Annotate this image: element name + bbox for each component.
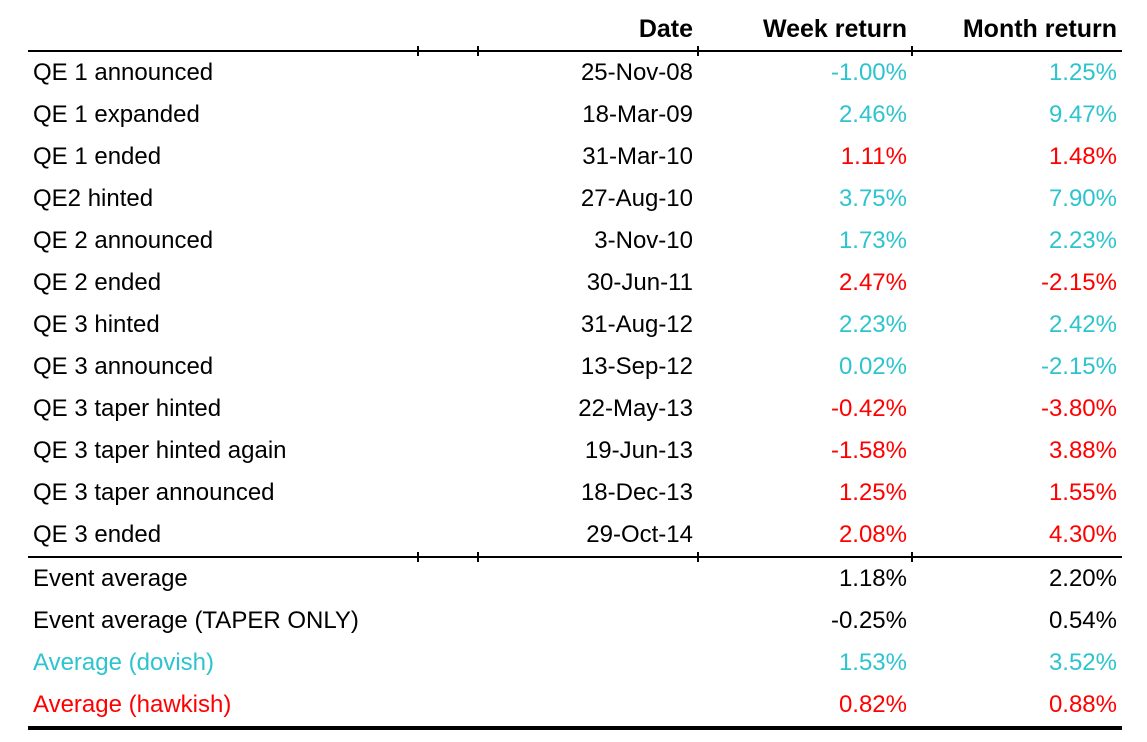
month-return-value: 4.30% [1048,521,1117,548]
week-return-value: 1.25% [838,479,907,506]
table-row: QE 3 ended 29-Oct-14 2.08% 4.30% [28,514,1122,556]
month-return-value: 0.88% [1048,691,1117,718]
column-divider-tick [477,46,479,56]
event-label: QE 3 taper announced [33,479,275,506]
table: Date Week return Month return QE 1 annou… [28,8,1122,730]
month-return-value: -2.15% [1040,353,1117,380]
week-return-value: 3.75% [838,185,907,212]
week-return-value: 2.47% [838,269,907,296]
event-label: Average (hawkish) [33,691,232,718]
event-label: QE 2 ended [33,269,162,296]
event-date: 31-Mar-10 [582,143,693,170]
table-row: QE 3 hinted 31-Aug-12 2.23% 2.42% [28,304,1122,346]
table-row: QE 2 ended 30-Jun-11 2.47% -2.15% [28,262,1122,304]
event-label: QE2 hinted [33,185,154,212]
event-rows: QE 1 announced 25-Nov-08 -1.00% 1.25% QE 1 e… [28,52,1122,556]
month-return-value: 9.47% [1048,101,1117,128]
month-return-value: 2.20% [1048,565,1117,592]
event-date: 27-Aug-10 [580,185,693,212]
summary-row: Average (dovish) 1.53% 3.52% [28,642,1122,684]
column-divider-tick [417,46,419,56]
week-return-value: 2.23% [838,311,907,338]
event-date: 30-Jun-11 [586,269,693,296]
column-header-event [28,8,478,50]
month-return-value: 1.25% [1048,59,1117,86]
week-return-value: 1.11% [840,143,907,170]
column-divider-tick [697,46,699,56]
month-return-value: 3.88% [1048,437,1117,464]
table-row: QE 2 announced 3-Nov-10 1.73% 2.23% [28,220,1122,262]
event-date: 22-May-13 [578,395,693,422]
event-label: QE 1 announced [33,59,214,86]
event-date: 29-Oct-14 [586,521,693,548]
month-return-value: 1.48% [1048,143,1117,170]
month-return-value: 2.23% [1048,227,1117,254]
event-label: Event average (TAPER ONLY) [33,607,359,634]
summary-row: Event average 1.18% 2.20% [28,558,1122,600]
column-divider-tick [477,552,479,562]
month-return-value: -2.15% [1040,269,1117,296]
event-label: QE 3 taper hinted again [33,437,287,464]
event-date: 18-Mar-09 [582,101,693,128]
table-row: QE 1 announced 25-Nov-08 -1.00% 1.25% [28,52,1122,94]
event-date: 13-Sep-12 [580,353,693,380]
week-return-value: 1.53% [838,649,907,676]
week-return-value: 2.46% [838,101,907,128]
table-row: QE 3 taper announced 18-Dec-13 1.25% 1.55% [28,472,1122,514]
event-date: 3-Nov-10 [594,227,693,254]
table-row: QE 3 taper hinted again 19-Jun-13 -1.58% 3.… [28,430,1122,472]
column-header-week-return: Week return [762,15,907,43]
week-return-value: 0.02% [838,353,907,380]
event-label: QE 3 ended [33,521,162,548]
event-date: 31-Aug-12 [580,311,693,338]
week-return-value: 1.18% [838,565,907,592]
event-date [478,558,698,600]
event-date: 25-Nov-08 [580,59,693,86]
summary-row: Average (hawkish) 0.82% 0.88% [28,684,1122,726]
event-date [478,600,698,642]
month-return-value: 7.90% [1048,185,1117,212]
summary-rows: Event average 1.18% 2.20% Event average (TA… [28,556,1122,730]
month-return-value: 0.54% [1048,607,1117,634]
summary-row: Event average (TAPER ONLY) -0.25% 0.54% [28,600,1122,642]
event-date: 18-Dec-13 [580,479,693,506]
column-header-month-return: Month return [962,15,1117,43]
column-divider-tick [417,552,419,562]
table-row: QE 3 announced 13-Sep-12 0.02% -2.15% [28,346,1122,388]
column-divider-tick [697,552,699,562]
week-return-value: -1.58% [830,437,907,464]
event-date [478,684,698,726]
event-date: 19-Jun-13 [584,437,693,464]
week-return-value: -1.00% [830,59,907,86]
event-label: QE 1 ended [33,143,162,170]
column-divider-tick [911,552,913,562]
table-header-row: Date Week return Month return [28,8,1122,52]
month-return-value: 2.42% [1048,311,1117,338]
event-label: QE 3 announced [33,353,214,380]
table-row: QE 1 expanded 18-Mar-09 2.46% 9.47% [28,94,1122,136]
table-row: QE2 hinted 27-Aug-10 3.75% 7.90% [28,178,1122,220]
event-label: QE 3 taper hinted [33,395,222,422]
event-label: QE 1 expanded [33,101,200,128]
week-return-value: 0.82% [838,691,907,718]
event-date [478,642,698,684]
table-row: QE 1 ended 31-Mar-10 1.11% 1.48% [28,136,1122,178]
week-return-value: 2.08% [838,521,907,548]
event-label: QE 3 hinted [33,311,160,338]
week-return-value: -0.25% [830,607,907,634]
month-return-value: 3.52% [1048,649,1117,676]
column-divider-tick [911,46,913,56]
week-return-value: -0.42% [830,395,907,422]
table-row: QE 3 taper hinted 22-May-13 -0.42% -3.80% [28,388,1122,430]
month-return-value: 1.55% [1048,479,1117,506]
event-label: Event average [33,565,188,592]
column-header-date: Date [638,15,693,43]
event-label: Average (dovish) [33,649,214,676]
event-label: QE 2 announced [33,227,214,254]
week-return-value: 1.73% [838,227,907,254]
month-return-value: -3.80% [1040,395,1117,422]
